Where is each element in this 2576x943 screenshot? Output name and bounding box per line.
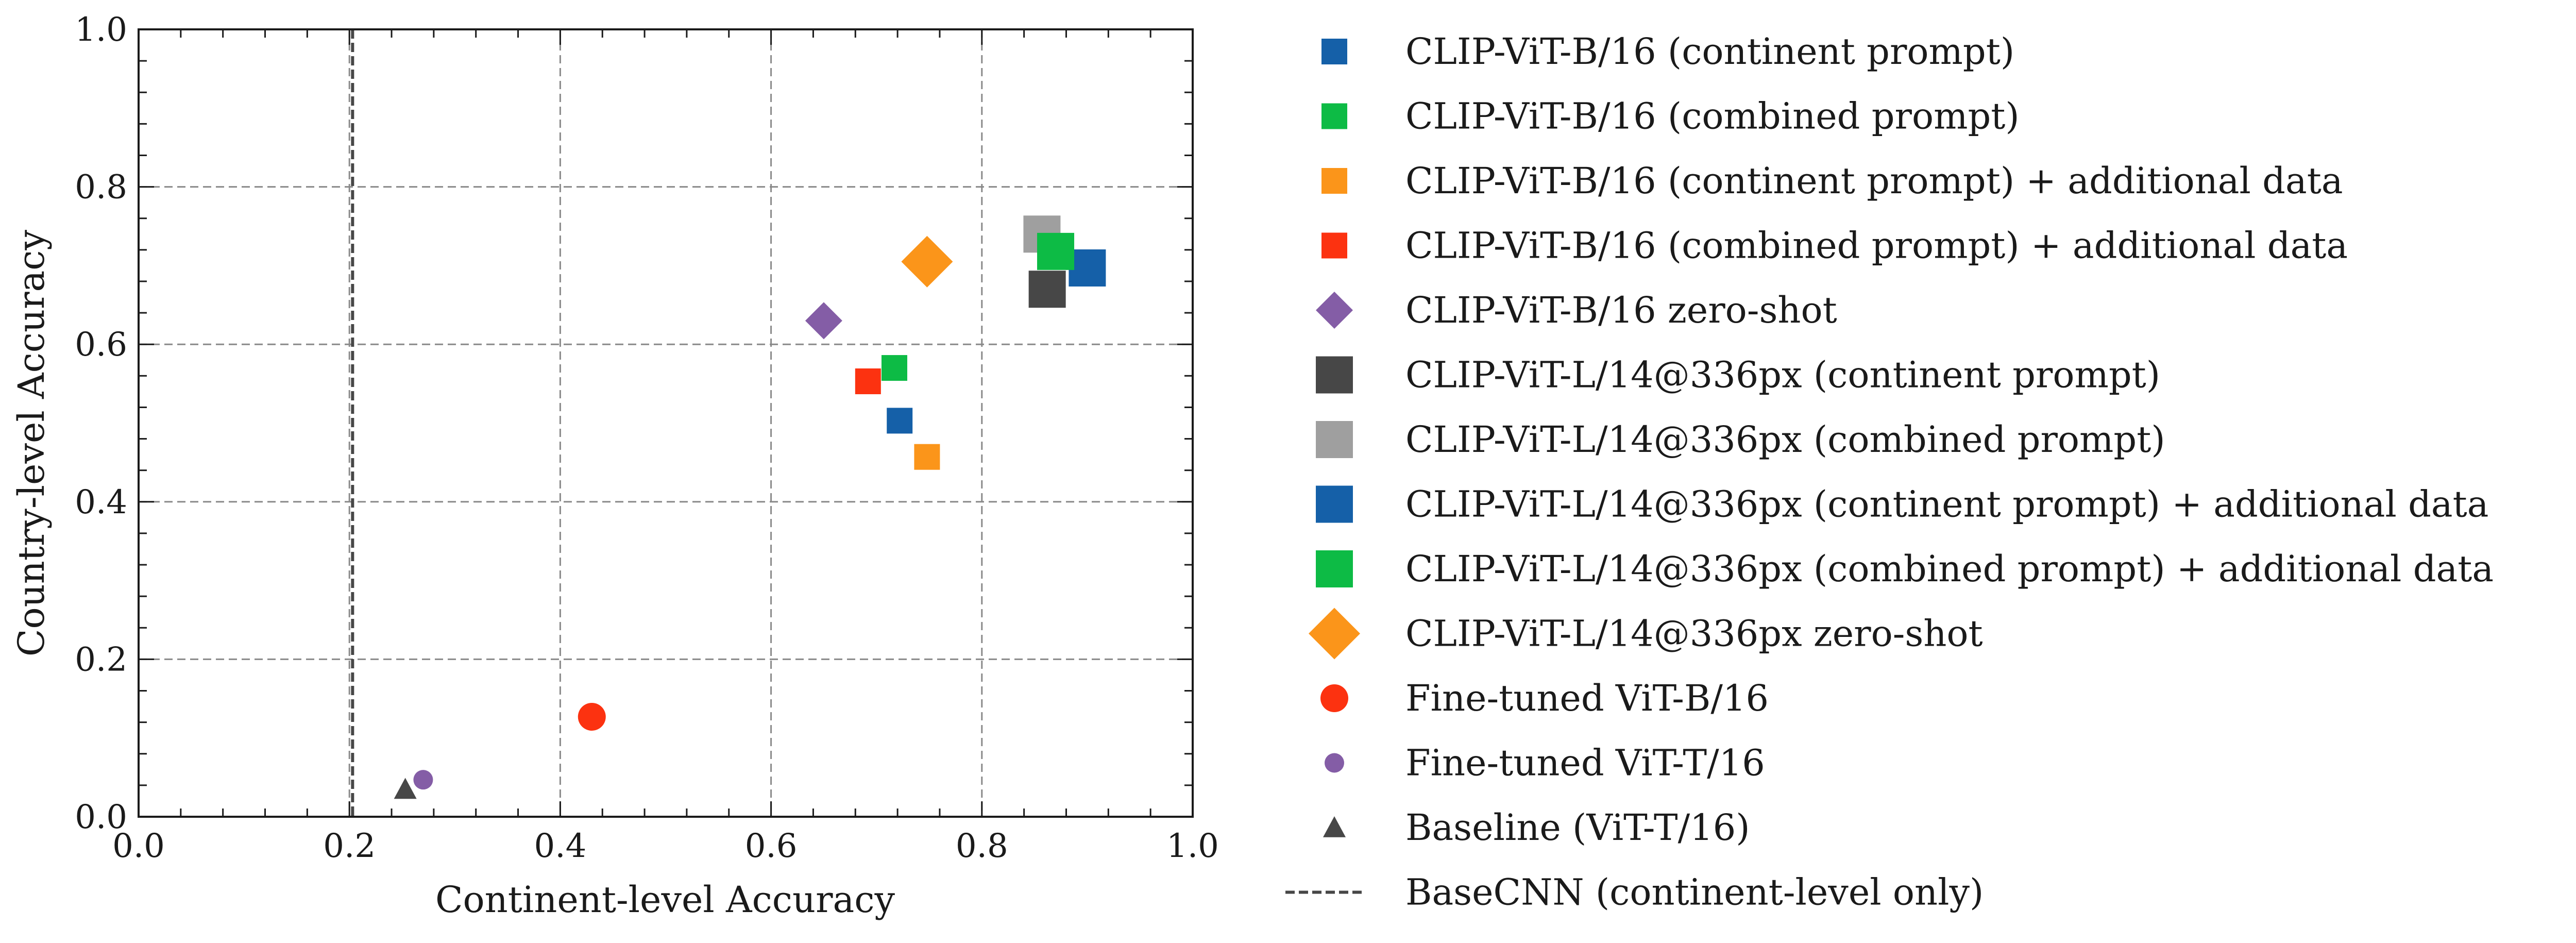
legend-label: CLIP-ViT-B/16 (combined prompt)	[1405, 95, 2020, 138]
legend: CLIP-ViT-B/16 (continent prompt) CLIP-ViT…	[1285, 30, 2494, 914]
legend-label: CLIP-ViT-B/16 (continent prompt) + addit…	[1405, 160, 2343, 202]
data-point	[887, 408, 913, 434]
legend-marker	[1316, 550, 1353, 587]
data-point	[394, 778, 417, 799]
legend-marker	[1321, 39, 1347, 64]
data-point	[901, 235, 953, 288]
legend-label: CLIP-ViT-L/14@336px (combined prompt) + …	[1405, 548, 2494, 590]
y-tick-label: 0.6	[75, 326, 127, 364]
legend-label: Fine-tuned ViT-B/16	[1405, 677, 1769, 719]
data-point	[1028, 271, 1066, 308]
legend-marker	[1316, 292, 1353, 329]
y-axis-title: Country-level Accuracy	[10, 230, 53, 657]
data-point	[413, 770, 433, 790]
y-tick-label: 0.2	[75, 641, 127, 679]
data-point	[805, 302, 842, 340]
legend-marker	[1316, 356, 1353, 394]
y-tick-label: 1.0	[75, 11, 127, 49]
legend-label: Fine-tuned ViT-T/16	[1405, 742, 1765, 784]
legend-label: CLIP-ViT-B/16 (combined prompt) + additi…	[1405, 225, 2348, 267]
y-tick-label: 0.4	[75, 483, 127, 521]
legend-marker	[1320, 684, 1348, 712]
legend-marker	[1325, 753, 1344, 773]
y-tick-label: 0.0	[75, 798, 127, 836]
data-point	[855, 368, 881, 395]
legend-marker	[1321, 103, 1347, 129]
x-tick-label: 0.6	[745, 827, 798, 865]
legend-marker	[1309, 608, 1360, 660]
x-tick-label: 0.0	[112, 827, 165, 865]
data-point	[578, 702, 606, 731]
data-point	[1069, 249, 1106, 287]
x-tick-label: 0.4	[534, 827, 587, 865]
x-tick-label: 0.8	[956, 827, 1008, 865]
axes-frame	[138, 28, 1194, 818]
x-axis-title: Continent-level Accuracy	[435, 879, 895, 921]
legend-marker	[1321, 232, 1347, 259]
legend-label: CLIP-ViT-L/14@336px (combined prompt)	[1405, 418, 2165, 461]
data-point	[881, 355, 907, 381]
legend-label: CLIP-ViT-B/16 zero-shot	[1405, 289, 1837, 331]
legend-marker	[1321, 168, 1347, 194]
y-tick-label: 0.8	[75, 169, 127, 207]
data-point	[1037, 232, 1075, 270]
x-tick-label: 0.2	[323, 827, 376, 865]
legend-label: Baseline (ViT-T/16)	[1405, 806, 1750, 849]
legend-label: CLIP-ViT-L/14@336px (continent prompt)	[1405, 354, 2160, 396]
legend-label: BaseCNN (continent-level only)	[1405, 871, 1984, 914]
legend-label: CLIP-ViT-L/14@336px zero-shot	[1405, 613, 1983, 655]
legend-marker	[1316, 421, 1353, 458]
legend-label: CLIP-ViT-B/16 (continent prompt)	[1405, 30, 2014, 73]
plot-area: 0.0 0.2 0.4 0.6 0.8 1.0 0.0 0.2 0.4 0.6 0.8 1.0	[75, 11, 1219, 865]
x-tick-label: 1.0	[1166, 827, 1219, 865]
legend-marker	[1316, 485, 1353, 523]
legend-label: CLIP-ViT-L/14@336px (continent prompt) +…	[1405, 483, 2489, 526]
legend-marker	[1323, 816, 1346, 837]
data-point	[914, 444, 940, 470]
